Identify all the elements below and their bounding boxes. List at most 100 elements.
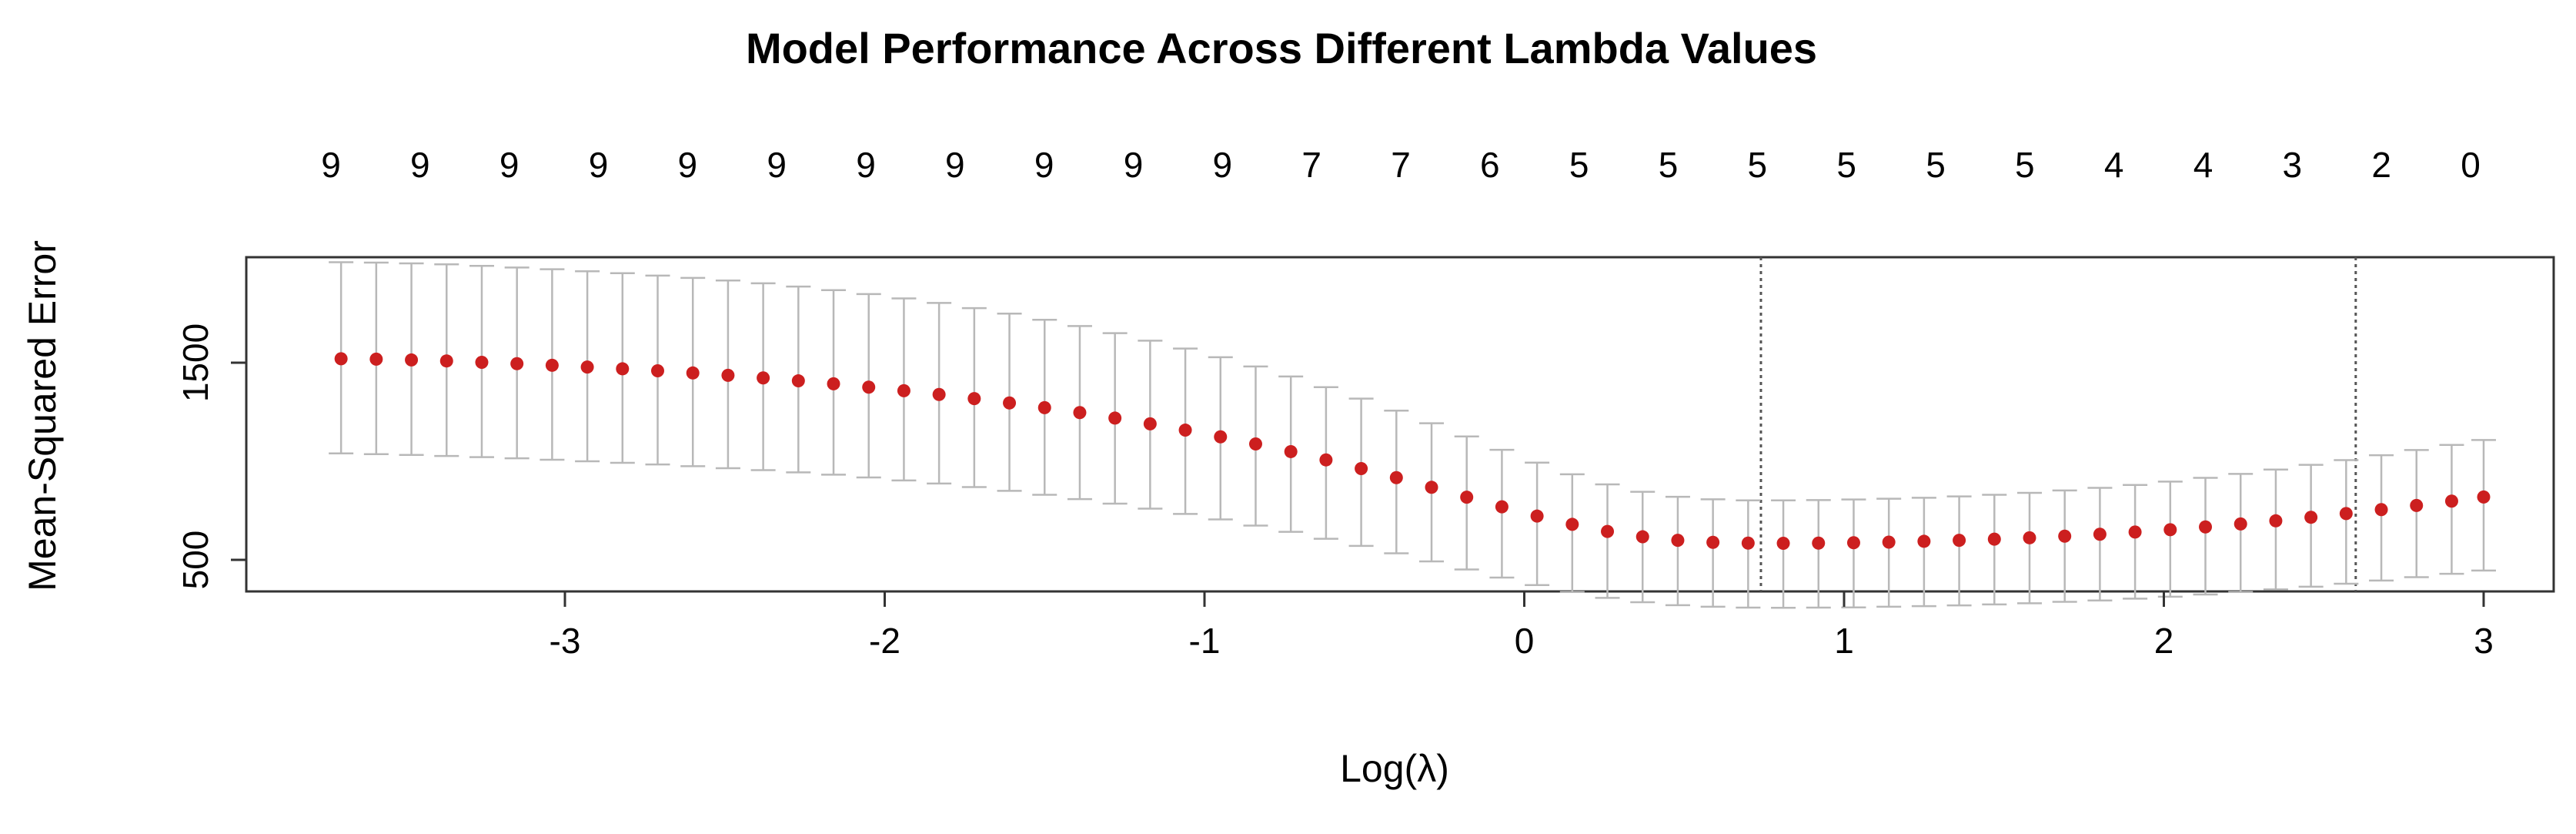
data-point: [1003, 396, 1017, 410]
plot-area: -3 -2 -1 0 1 2 3 500 1500 9 9 9 9 9 9 9 9 9 9 9 7 7 6 5 5 5 5 5 5 4 4 3…: [175, 145, 2555, 661]
data-point: [897, 384, 910, 397]
top-axis-label: 5: [1569, 145, 1589, 185]
data-point: [932, 387, 946, 401]
data-point: [791, 374, 805, 388]
data-point: [686, 366, 700, 380]
top-axis-label: 0: [2461, 145, 2481, 185]
y-axis-label: Mean-Squared Error: [21, 240, 64, 591]
top-axis-label: 7: [1301, 145, 1321, 185]
x-tick-label: 0: [1515, 621, 1535, 661]
plot-frame: [245, 256, 2555, 593]
data-point: [2477, 490, 2491, 504]
data-point: [2444, 494, 2458, 508]
data-point: [862, 380, 876, 394]
top-axis-label: 9: [945, 145, 965, 185]
top-axis-label: 9: [321, 145, 341, 185]
data-point: [1776, 536, 1790, 550]
top-axis-label: 6: [1480, 145, 1500, 185]
x-tick-label: -3: [550, 621, 581, 661]
data-point: [510, 357, 524, 370]
data-point: [439, 354, 453, 368]
data-point: [545, 358, 559, 372]
data-point: [1425, 481, 1438, 494]
data-point: [1706, 535, 1720, 549]
data-point: [2199, 520, 2213, 534]
top-axis-label: 4: [2104, 145, 2124, 185]
data-point: [1565, 517, 1579, 531]
data-point: [1073, 406, 1087, 420]
data-point: [405, 353, 419, 367]
data-point: [2163, 523, 2177, 537]
data-point: [1812, 536, 1826, 550]
data-point: [2339, 507, 2353, 521]
x-axis-label: Log(λ): [1340, 747, 1449, 790]
data-point: [1846, 536, 1860, 550]
top-axis-label: 3: [2283, 145, 2303, 185]
top-axis-label: 4: [2193, 145, 2213, 185]
data-point: [1495, 500, 1509, 514]
top-axis-label: 5: [1659, 145, 1679, 185]
data-point: [827, 377, 840, 390]
top-axis-label: 5: [1836, 145, 1856, 185]
top-axis-label: 9: [1034, 145, 1054, 185]
data-point: [1987, 532, 2001, 546]
top-axis-label: 9: [410, 145, 430, 185]
top-axis-label: 9: [678, 145, 698, 185]
x-tick-label: 3: [2474, 621, 2494, 661]
x-tick-label: 1: [1834, 621, 1854, 661]
top-axis-label: 7: [1391, 145, 1411, 185]
data-point: [2093, 528, 2107, 541]
x-tick-label: 2: [2154, 621, 2174, 661]
data-point: [1178, 424, 1192, 437]
top-axis-label: 9: [589, 145, 609, 185]
data-point: [2023, 531, 2036, 544]
x-tick-label: -1: [1189, 621, 1221, 661]
data-point: [616, 362, 630, 376]
data-point: [2374, 503, 2388, 517]
data-point: [369, 352, 383, 366]
top-axis-label: 5: [2015, 145, 2035, 185]
data-point: [2304, 511, 2318, 524]
data-point: [475, 355, 489, 369]
top-axis-label: 9: [767, 145, 787, 185]
data-point: [1917, 534, 1931, 548]
data-point: [2234, 517, 2247, 531]
y-tick-label: 1500: [175, 323, 216, 402]
data-point: [1530, 509, 1544, 523]
data-point: [1953, 534, 1966, 548]
data-point: [580, 360, 594, 374]
data-point: [2269, 514, 2283, 528]
data-point: [967, 392, 981, 406]
data-point: [1284, 444, 1298, 458]
top-axis-label: 9: [499, 145, 520, 185]
data-point: [1882, 535, 1896, 549]
top-axis-label: 5: [1926, 145, 1946, 185]
data-point: [1214, 430, 1228, 444]
data-point: [1355, 461, 1368, 475]
data-point: [2058, 529, 2072, 543]
chart-title: Model Performance Across Different Lambd…: [746, 24, 1817, 72]
data-point: [1635, 530, 1649, 544]
data-point: [1037, 400, 1051, 414]
data-point: [1108, 411, 1122, 425]
data-point: [1319, 453, 1333, 467]
top-axis-label: 5: [1748, 145, 1768, 185]
data-point: [334, 352, 348, 366]
top-axis-label: 9: [856, 145, 876, 185]
data-point: [1460, 491, 1474, 504]
data-point: [2128, 525, 2142, 539]
data-point: [1248, 437, 1262, 450]
data-point: [2410, 498, 2424, 512]
x-tick-label: -2: [869, 621, 900, 661]
data-point: [1143, 417, 1157, 430]
y-tick-label: 500: [175, 531, 216, 590]
data-point: [721, 368, 735, 382]
top-axis-label: 9: [1213, 145, 1233, 185]
data-point: [650, 363, 664, 377]
data-point: [1671, 534, 1685, 548]
data-point: [1389, 471, 1403, 484]
data-point: [1741, 536, 1755, 550]
top-axis-label: 9: [1124, 145, 1144, 185]
top-axis-label: 2: [2371, 145, 2391, 185]
